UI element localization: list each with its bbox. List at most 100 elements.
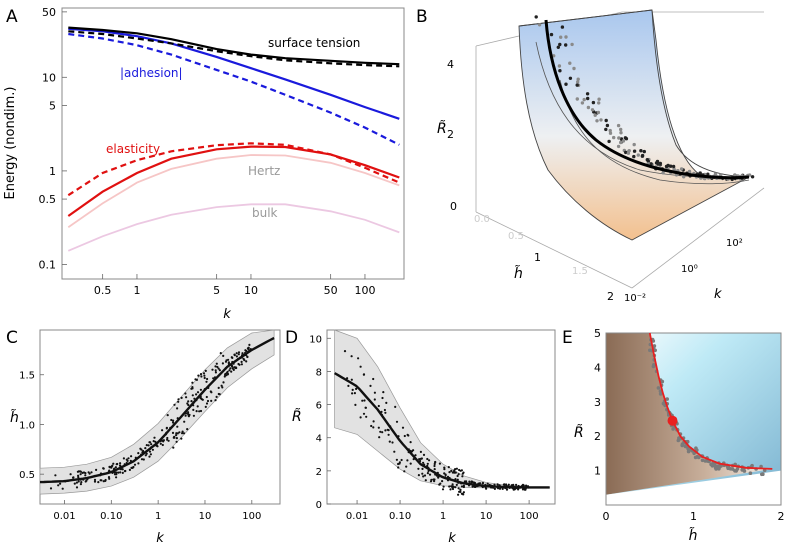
scatter-point bbox=[438, 483, 441, 486]
scatter-point bbox=[407, 434, 410, 437]
e-point bbox=[648, 348, 652, 353]
scatter-point bbox=[398, 461, 401, 464]
scatter-point bbox=[79, 470, 82, 473]
b-ztick-4: 4 bbox=[447, 58, 454, 71]
scatter-point bbox=[142, 458, 145, 461]
a-series-elasticity-dashed bbox=[67, 142, 400, 197]
scatter-point bbox=[228, 369, 231, 372]
scatter-point bbox=[153, 436, 156, 439]
scatter-point bbox=[175, 440, 178, 443]
panel-e-frame bbox=[605, 332, 782, 506]
a-series-surface_tension-dashed bbox=[68, 30, 400, 68]
scatter-point bbox=[172, 419, 175, 422]
scatter-point bbox=[372, 426, 375, 429]
e-point bbox=[683, 444, 688, 449]
e-point bbox=[760, 472, 764, 477]
scatter-point bbox=[93, 478, 97, 481]
scatter-point bbox=[385, 401, 388, 404]
scatter-point bbox=[108, 477, 111, 480]
ytick-label: 0.5 bbox=[19, 470, 35, 481]
scatter-point bbox=[455, 467, 458, 470]
b-point bbox=[621, 139, 626, 143]
b-point bbox=[604, 118, 608, 123]
b-point bbox=[564, 35, 568, 39]
b-point bbox=[619, 140, 623, 145]
scatter-point bbox=[420, 457, 423, 460]
b-point bbox=[616, 123, 621, 128]
scatter-point bbox=[372, 420, 375, 423]
b-point bbox=[604, 127, 608, 132]
scatter-point bbox=[353, 392, 356, 395]
e-ytick-label: 5 bbox=[594, 327, 601, 340]
panel-letter-b: B bbox=[416, 7, 428, 27]
a-series-surface_tension-solid bbox=[68, 26, 400, 66]
a-series-bulk-solid bbox=[67, 203, 400, 252]
scatter-point bbox=[77, 474, 80, 477]
b-point bbox=[619, 127, 623, 132]
xtick-label: 10 bbox=[199, 511, 212, 522]
scatter-point bbox=[184, 392, 187, 395]
scatter-point bbox=[115, 476, 118, 479]
scatter-point bbox=[388, 440, 391, 443]
e-point bbox=[677, 436, 681, 440]
scatter-point bbox=[421, 467, 424, 470]
scatter-point bbox=[370, 424, 373, 428]
scatter-point bbox=[196, 391, 200, 394]
b-xlabel: h̃ bbox=[514, 265, 523, 282]
scatter-point bbox=[225, 371, 229, 374]
scatter-point bbox=[441, 480, 444, 483]
scatter-point bbox=[132, 465, 135, 469]
scatter-point bbox=[137, 452, 140, 455]
scatter-point bbox=[187, 411, 190, 414]
panel-e-fill bbox=[606, 333, 781, 505]
scatter-point bbox=[355, 387, 358, 390]
scatter-point bbox=[406, 459, 409, 462]
scatter-point bbox=[248, 343, 251, 346]
b-xtick-15: 1.5 bbox=[572, 266, 588, 277]
scatter-point bbox=[393, 450, 396, 453]
scatter-point bbox=[77, 480, 80, 483]
scatter-point bbox=[206, 377, 209, 381]
fit-line bbox=[39, 336, 275, 484]
scatter-point bbox=[118, 464, 122, 467]
scatter-point bbox=[230, 370, 233, 373]
panel-c-frame bbox=[39, 329, 281, 505]
e-point bbox=[694, 446, 698, 451]
scatter-point bbox=[171, 421, 175, 424]
scatter-point bbox=[195, 393, 198, 396]
scatter-point bbox=[447, 466, 450, 469]
scatter-point bbox=[384, 429, 387, 432]
b-point bbox=[617, 136, 621, 140]
scatter-point bbox=[190, 400, 193, 403]
scatter-point bbox=[457, 493, 460, 496]
scatter-point bbox=[222, 354, 225, 357]
scatter-point bbox=[173, 403, 176, 406]
scatter-point bbox=[227, 358, 230, 361]
scatter-point bbox=[149, 441, 152, 444]
scatter-point bbox=[486, 482, 489, 485]
scatter-point bbox=[451, 483, 454, 486]
b-point bbox=[655, 159, 660, 164]
ytick-label: 4 bbox=[316, 434, 322, 445]
b-point bbox=[645, 158, 649, 162]
scatter-point bbox=[79, 473, 82, 476]
scatter-point bbox=[177, 400, 180, 403]
scatter-point bbox=[108, 465, 111, 468]
scatter-point bbox=[221, 386, 224, 389]
scatter-point bbox=[403, 470, 406, 473]
e-curve bbox=[648, 332, 773, 470]
scatter-point bbox=[88, 472, 91, 475]
xtick-label: 10 bbox=[480, 511, 493, 522]
scatter-point bbox=[217, 386, 220, 389]
b-xtick-0: 0.0 bbox=[474, 214, 490, 225]
scatter-point bbox=[454, 486, 457, 489]
scatter-point bbox=[496, 483, 499, 486]
b-point bbox=[698, 171, 702, 176]
scatter-point bbox=[218, 369, 221, 372]
b-xtick-2: 2 bbox=[607, 290, 614, 303]
a-ytick-label: 10 bbox=[42, 71, 56, 84]
scatter-point bbox=[144, 447, 147, 450]
scatter-point bbox=[373, 398, 376, 401]
panel-d-plot: 0.01 0.10 1 10 100 0 2 4 6 8 10 bbox=[309, 329, 550, 522]
xtick-label: 100 bbox=[520, 511, 539, 522]
